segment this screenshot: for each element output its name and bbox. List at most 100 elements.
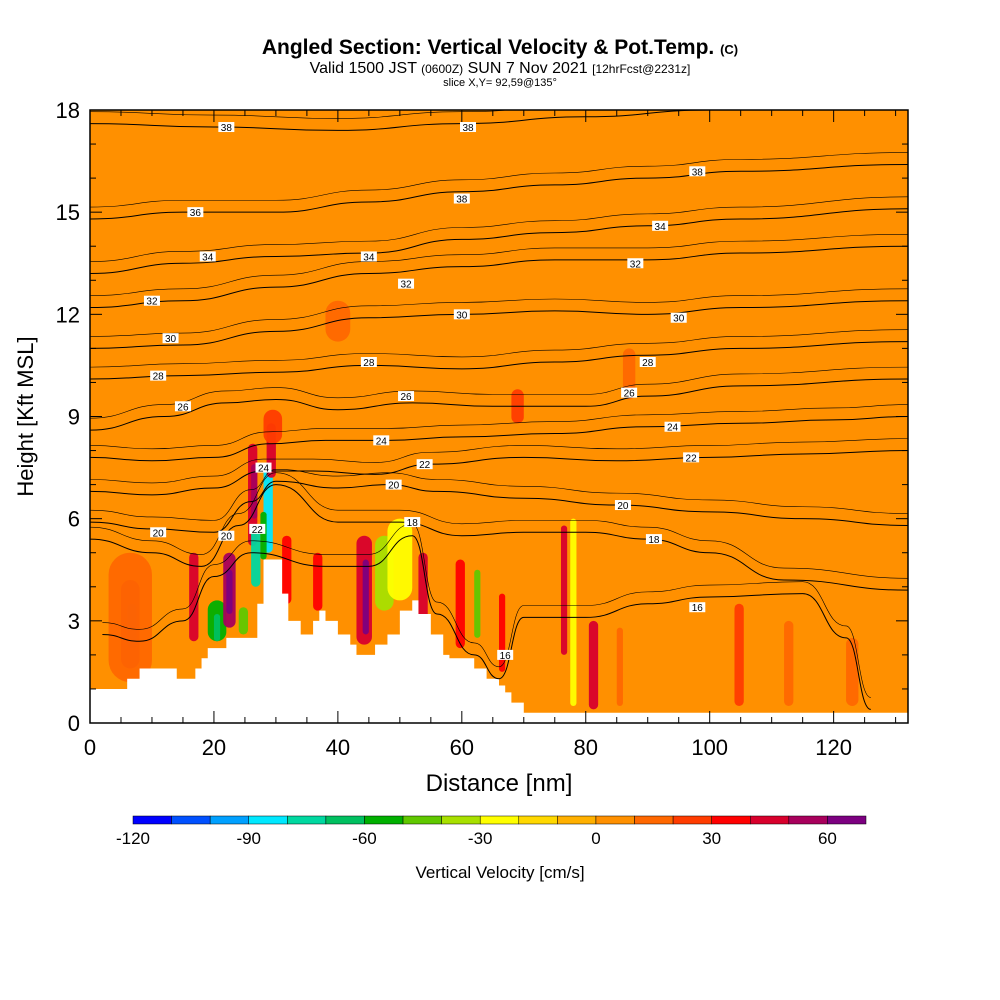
velocity-cell xyxy=(325,300,351,342)
contour-32 xyxy=(90,245,908,309)
contour-label-box xyxy=(249,523,266,534)
velocity-cell xyxy=(846,637,859,706)
colorbar-swatch xyxy=(518,815,558,825)
title-unit: (C) xyxy=(720,42,739,57)
x-tick-label: 60 xyxy=(450,735,474,760)
contour-label: 20 xyxy=(153,528,165,539)
contour-label-box xyxy=(664,421,681,432)
velocity-cell xyxy=(734,603,744,706)
x-tick-label: 0 xyxy=(84,735,96,760)
y-tick-label: 15 xyxy=(56,200,80,225)
utc-time: (0600Z) xyxy=(421,62,464,76)
y-tick-label: 9 xyxy=(68,405,80,430)
velocity-cell xyxy=(282,535,292,604)
contour-label-box xyxy=(460,122,477,133)
contour-label: 32 xyxy=(630,259,642,270)
contour-label: 20 xyxy=(388,481,400,492)
contour-label-box xyxy=(150,527,167,538)
contour-label: 26 xyxy=(400,392,412,403)
colorbar-swatch xyxy=(827,815,867,825)
chart-subtitle: Valid 1500 JST (0600Z) SUN 7 Nov 2021 [1… xyxy=(0,60,1000,78)
x-tick-label: 120 xyxy=(815,735,852,760)
contour-16 xyxy=(102,535,872,710)
contour-minor xyxy=(90,366,908,419)
velocity-cell xyxy=(784,620,794,706)
contour-24 xyxy=(90,416,908,462)
contour-label-box xyxy=(453,193,470,204)
x-tick-label: 20 xyxy=(202,735,226,760)
colorbar-tick-label: 0 xyxy=(591,829,600,848)
contour-minor xyxy=(90,404,908,450)
colorbar-tick-label: -90 xyxy=(236,829,261,848)
contour-label: 18 xyxy=(648,535,660,546)
velocity-cell xyxy=(189,552,199,642)
contour-label-box xyxy=(199,251,216,262)
contour-minor xyxy=(90,468,908,521)
colorbar-swatch xyxy=(364,815,404,825)
contour-18 xyxy=(90,484,908,591)
velocity-field xyxy=(90,300,908,723)
contour-label-box xyxy=(398,391,415,402)
forecast-info: [12hrFcst@2231z] xyxy=(592,62,691,76)
y-tick-label: 12 xyxy=(56,302,80,327)
colorbar-swatch xyxy=(788,815,828,825)
contour-minor xyxy=(90,234,908,296)
pot-temp-contours xyxy=(90,110,908,710)
x-tick-label: 80 xyxy=(574,735,598,760)
colorbar-swatch xyxy=(672,815,712,825)
contour-label-box xyxy=(360,357,377,368)
chart-title: Angled Section: Vertical Velocity & Pot.… xyxy=(261,36,739,59)
contour-minor xyxy=(90,438,908,484)
contour-label-box xyxy=(689,602,706,613)
contour-minor xyxy=(90,288,908,337)
contour-label-box xyxy=(453,309,470,320)
contour-label: 30 xyxy=(165,334,177,345)
contour-label: 26 xyxy=(624,389,636,400)
velocity-cell xyxy=(570,518,577,706)
contour-26 xyxy=(90,378,908,431)
contour-label-box xyxy=(652,220,669,231)
velocity-cell xyxy=(238,607,249,635)
contour-label-box xyxy=(360,251,377,262)
contour-34 xyxy=(90,208,908,274)
contour-label: 16 xyxy=(500,651,512,662)
contour-minor xyxy=(90,152,908,208)
contour-label: 18 xyxy=(407,518,419,529)
contour-label: 32 xyxy=(146,297,158,308)
colorbar-label: Vertical Velocity [cm/s] xyxy=(415,863,585,882)
slice-info: slice X,Y= 92,59@135° xyxy=(443,77,557,89)
y-axis-label: Height [Kft MSL] xyxy=(13,336,38,496)
x-tick-label: 100 xyxy=(691,735,728,760)
velocity-cell xyxy=(474,569,481,638)
colorbar-tick-label: 30 xyxy=(702,829,721,848)
contour-label-box xyxy=(497,649,514,660)
contour-label: 26 xyxy=(177,402,189,413)
contour-label: 38 xyxy=(221,123,233,134)
velocity-cell xyxy=(263,409,283,444)
contour-label-box xyxy=(614,500,631,511)
contour-label-box xyxy=(373,435,390,446)
contour-label: 22 xyxy=(252,525,264,536)
contour-minor xyxy=(102,523,871,698)
contour-label: 30 xyxy=(456,310,468,321)
colorbar-swatch xyxy=(557,815,597,825)
velocity-cell xyxy=(560,525,568,655)
colorbar-tick-label: -120 xyxy=(116,829,150,848)
colorbar-swatch xyxy=(595,815,635,825)
velocity-cell xyxy=(108,552,152,683)
contour-label-box xyxy=(416,459,433,470)
contour-minor xyxy=(90,110,511,119)
contour-label: 24 xyxy=(667,423,679,434)
y-tick-label: 3 xyxy=(68,609,80,634)
contour-minor xyxy=(90,329,908,368)
velocity-cell xyxy=(588,620,599,710)
colorbar-tick-label: -60 xyxy=(352,829,377,848)
colorbar-swatch xyxy=(287,815,327,825)
x-axis-label: Distance [nm] xyxy=(426,770,573,797)
contour-label: 38 xyxy=(462,123,474,134)
contour-label-box xyxy=(683,452,700,463)
contour-label-box xyxy=(218,530,235,541)
contour-label: 24 xyxy=(258,464,270,475)
contour-20 xyxy=(90,480,908,533)
